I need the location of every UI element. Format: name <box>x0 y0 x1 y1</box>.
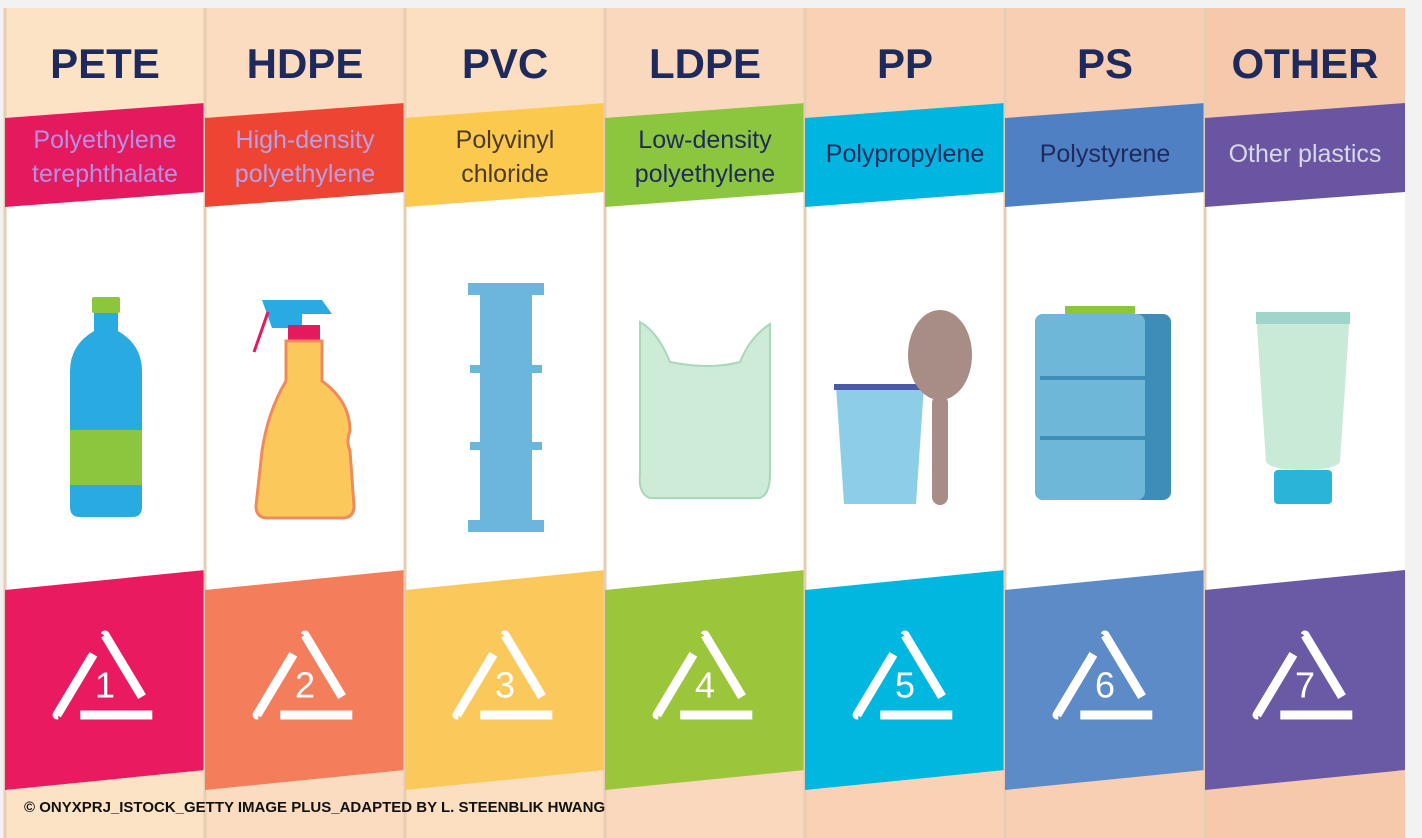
name-band <box>205 103 405 207</box>
code-label: PVC <box>462 40 548 87</box>
code-label: LDPE <box>649 40 761 87</box>
code-number: 2 <box>295 665 315 706</box>
code-label: HDPE <box>247 40 364 87</box>
code-label: PETE <box>50 40 160 87</box>
code-number: 5 <box>895 665 915 706</box>
code-number: 6 <box>1095 665 1115 706</box>
name-band <box>405 103 605 207</box>
name-label: terephthalate <box>32 160 178 188</box>
code-number: 3 <box>495 665 515 706</box>
code-label: PS <box>1077 40 1133 87</box>
code-number: 1 <box>95 665 115 706</box>
code-label: OTHER <box>1232 40 1379 87</box>
name-band <box>605 103 805 207</box>
code-number: 7 <box>1295 665 1315 706</box>
code-number: 4 <box>695 665 715 706</box>
name-label: Polyvinyl <box>456 126 555 154</box>
name-label: Polypropylene <box>826 140 984 168</box>
name-label: High-density <box>236 126 375 154</box>
name-label: polyethylene <box>235 160 375 188</box>
name-label: Other plastics <box>1229 140 1382 168</box>
credit: © ONYXPRJ_ISTOCK_GETTY IMAGE PLUS_ADAPTE… <box>24 799 605 816</box>
name-label: polyethylene <box>635 160 775 188</box>
container-icon <box>1035 306 1171 500</box>
name-label: Polystyrene <box>1040 140 1171 168</box>
code-label: PP <box>877 40 933 87</box>
name-band <box>5 103 205 207</box>
name-label: Low-density <box>638 126 772 154</box>
name-label: chloride <box>461 160 549 188</box>
name-label: Polyethylene <box>33 126 176 154</box>
infographic: PETE Polyethylene terephthalate 1 HDPE High-d… <box>0 0 1422 838</box>
